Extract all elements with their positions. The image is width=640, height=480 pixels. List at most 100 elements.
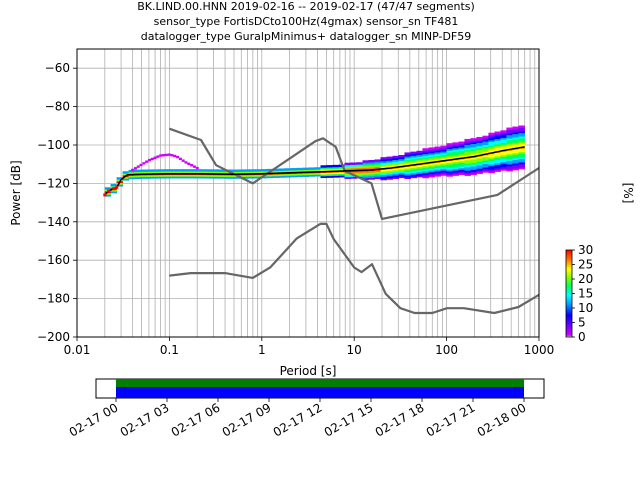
pdf-density-cell bbox=[512, 155, 519, 159]
pdf-density-cell bbox=[140, 176, 148, 179]
pdf-density-cell bbox=[482, 154, 489, 158]
pdf-density-cell bbox=[178, 157, 182, 161]
pdf-density-cell bbox=[476, 168, 483, 171]
pdf-density-cell bbox=[398, 161, 405, 165]
pdf-density-cell bbox=[500, 152, 507, 156]
pdf-density-cell bbox=[494, 133, 501, 136]
pdf-density-cell bbox=[476, 155, 483, 159]
pdf-density-cell bbox=[194, 176, 202, 179]
pdf-density-cell bbox=[482, 168, 489, 171]
pdf-density-cell bbox=[128, 171, 136, 175]
pdf-density-cell bbox=[194, 174, 202, 177]
pdf-density-cell bbox=[110, 190, 118, 194]
pdf-density-cell bbox=[422, 168, 429, 172]
pdf-density-cell bbox=[452, 169, 459, 173]
pdf-density-cell bbox=[332, 173, 339, 176]
pdf-density-cell bbox=[476, 150, 483, 154]
pdf-density-cell bbox=[464, 170, 471, 173]
pdf-density-cell bbox=[248, 171, 256, 174]
colorbar-label: [%] bbox=[621, 183, 635, 204]
pdf-density-cell bbox=[506, 162, 513, 165]
pdf-density-cell bbox=[134, 169, 142, 173]
pdf-density-cell bbox=[392, 167, 399, 171]
pdf-density-cell bbox=[272, 168, 280, 172]
pdf-density-cell bbox=[152, 174, 160, 177]
pdf-density-cell bbox=[518, 137, 525, 140]
pdf-density-cell bbox=[422, 156, 429, 160]
pdf-density-cell bbox=[362, 172, 369, 175]
pdf-density-cell bbox=[218, 176, 226, 179]
pdf-density-cell bbox=[164, 176, 172, 179]
x-tick-label: 1 bbox=[258, 343, 266, 357]
pdf-density-cell bbox=[230, 171, 238, 174]
pdf-density-cell bbox=[446, 165, 453, 169]
pdf-density-cell bbox=[356, 167, 363, 170]
pdf-density-cell bbox=[428, 154, 435, 157]
pdf-density-cell bbox=[452, 163, 459, 166]
colorbar-tick-label: 0 bbox=[578, 330, 586, 344]
pdf-density-cell bbox=[506, 153, 513, 156]
pdf-density-cell bbox=[422, 153, 429, 156]
pdf-density-cell bbox=[434, 172, 441, 175]
pdf-density-cell bbox=[212, 169, 220, 172]
pdf-density-cell bbox=[326, 166, 333, 170]
pdf-density-cell bbox=[290, 168, 298, 171]
pdf-density-cell bbox=[434, 174, 441, 177]
pdf-density-cell bbox=[500, 142, 507, 145]
pdf-density-cell bbox=[284, 168, 292, 171]
pdf-density-cell bbox=[518, 160, 525, 163]
pdf-density-cell bbox=[470, 164, 477, 167]
pdf-density-cell bbox=[494, 134, 501, 138]
pdf-density-cell bbox=[500, 163, 507, 166]
pdf-density-cell bbox=[446, 172, 453, 175]
pdf-density-cell bbox=[434, 146, 441, 149]
pdf-density-cell bbox=[272, 173, 280, 177]
pdf-density-cell bbox=[404, 176, 411, 180]
pdf-density-cell bbox=[386, 173, 393, 177]
pdf-density-cell bbox=[131, 168, 135, 172]
pdf-density-cell bbox=[464, 151, 471, 154]
pdf-density-cell bbox=[170, 154, 174, 157]
pdf-density-cell bbox=[153, 156, 157, 159]
pdf-density-cell bbox=[476, 161, 483, 164]
coverage-tick-label: 02-17 06 bbox=[169, 400, 223, 439]
x-tick-label: 1000 bbox=[524, 343, 555, 357]
pdf-density-cell bbox=[290, 173, 298, 176]
pdf-density-cell bbox=[386, 172, 393, 175]
colorbar-tick-label: 15 bbox=[578, 287, 593, 301]
pdf-density-cell bbox=[266, 168, 274, 172]
pdf-density-cell bbox=[500, 161, 507, 164]
pdf-density-cell bbox=[482, 144, 489, 147]
pdf-density-cell bbox=[512, 159, 519, 162]
pdf-density-cell bbox=[482, 163, 489, 166]
pdf-density-cell bbox=[116, 177, 124, 180]
pdf-density-cell bbox=[464, 145, 471, 149]
pdf-density-cell bbox=[434, 170, 441, 174]
pdf-density-cell bbox=[368, 160, 375, 163]
pdf-density-cell bbox=[500, 156, 507, 159]
pdf-density-cell bbox=[140, 169, 148, 172]
pdf-density-cell bbox=[374, 161, 381, 164]
colorbar-tick-label: 30 bbox=[578, 243, 593, 257]
pdf-density-cell bbox=[482, 147, 489, 151]
coverage-available-bar bbox=[116, 387, 524, 398]
pdf-density-cell bbox=[434, 150, 441, 153]
pdf-density-cell bbox=[440, 156, 447, 159]
pdf-density-cell bbox=[192, 165, 196, 168]
pdf-density-cell bbox=[416, 154, 423, 157]
pdf-density-cell bbox=[320, 175, 327, 179]
pdf-density-cell bbox=[434, 162, 441, 165]
colorbar-tick-label: 10 bbox=[578, 301, 593, 315]
pdf-density-cell bbox=[386, 161, 393, 165]
pdf-density-cell bbox=[428, 164, 435, 168]
pdf-density-cell bbox=[314, 172, 321, 175]
pdf-density-cell bbox=[308, 172, 316, 176]
pdf-density-cell bbox=[458, 163, 465, 167]
pdf-density-cell bbox=[500, 133, 507, 137]
pdf-density-cell bbox=[386, 170, 393, 173]
pdf-density-cell bbox=[218, 169, 226, 172]
pdf-density-cell bbox=[122, 176, 130, 179]
pdf-density-cell bbox=[476, 159, 483, 162]
pdf-density-cell bbox=[494, 166, 501, 169]
pdf-density-cell bbox=[476, 149, 483, 152]
